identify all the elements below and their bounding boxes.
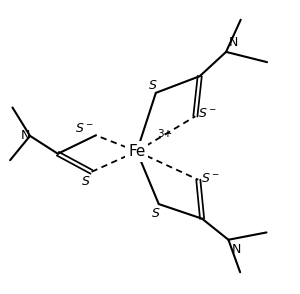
Text: S: S — [149, 79, 157, 92]
Text: S: S — [152, 207, 160, 220]
Text: $S^-$: $S^-$ — [201, 172, 220, 185]
Text: N: N — [21, 129, 30, 142]
Text: S: S — [82, 175, 90, 188]
Text: $S^-$: $S^-$ — [198, 107, 217, 120]
Text: N: N — [229, 36, 238, 49]
Text: Fe: Fe — [128, 144, 146, 159]
Text: N: N — [231, 243, 241, 256]
Text: 3+: 3+ — [157, 129, 172, 139]
Text: $S^-$: $S^-$ — [75, 122, 94, 135]
